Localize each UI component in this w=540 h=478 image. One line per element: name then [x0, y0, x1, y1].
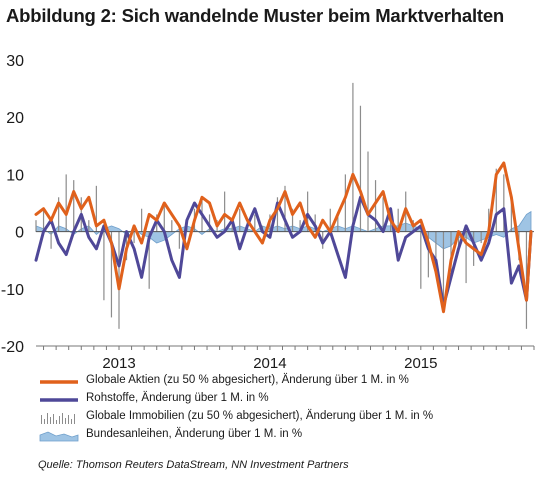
x-tick-label: 2014 — [253, 355, 286, 370]
bar-immobilien — [495, 168, 497, 232]
legend-swatch-bundesanleihen — [39, 431, 79, 442]
bar-immobilien — [42, 208, 45, 232]
legend-swatch-immobilien — [41, 413, 75, 424]
bar-immobilien — [208, 214, 211, 232]
legend-bar-mark — [47, 413, 48, 424]
source-note: Quelle: Thomson Reuters DataStream, NN I… — [38, 459, 349, 471]
y-tick-label: 30 — [6, 53, 24, 70]
bar-immobilien — [367, 151, 369, 232]
bar-immobilien — [427, 231, 429, 278]
legend-label-rohstoffe: Rohstoffe, Änderung über 1 M. in % — [86, 392, 269, 404]
chart-title: Abbildung 2: Sich wandelnde Muster beim … — [6, 5, 505, 26]
legend-bar-mark — [74, 414, 75, 424]
bar-immobilien — [50, 231, 52, 249]
y-tick-label: -10 — [1, 282, 24, 299]
bar-immobilien — [457, 231, 460, 249]
bar-immobilien — [58, 197, 60, 232]
bar-immobilien — [95, 185, 97, 232]
bar-immobilien — [299, 220, 301, 232]
bar-immobilien — [397, 208, 399, 232]
chart-plot: 30 20 10 0 -10 -20 2013 2014 2015 — [1, 53, 535, 370]
y-tick-label: 0 — [15, 225, 24, 242]
x-tick-label: 2013 — [102, 355, 135, 370]
bar-immobilien — [420, 231, 422, 289]
legend-bar-mark — [56, 420, 57, 424]
legend-label-immobilien: Globale Immobilien (zu 50 % abgesichert)… — [86, 410, 434, 422]
bar-immobilien — [359, 105, 362, 232]
bar-immobilien — [503, 174, 505, 232]
bar-immobilien — [382, 197, 384, 232]
bar-immobilien — [352, 82, 354, 232]
bar-immobilien — [254, 214, 256, 232]
y-tick-label: 20 — [6, 110, 24, 127]
bar-layer-immobilien — [35, 82, 532, 329]
bar-immobilien — [344, 174, 346, 232]
x-axis-ticks: 2013 2014 2015 — [43, 346, 535, 370]
bar-immobilien — [450, 231, 452, 272]
legend-bar-mark — [44, 419, 45, 424]
legend-bar-mark — [68, 415, 69, 424]
bar-immobilien — [141, 208, 143, 232]
legend-swatch-aktien — [40, 380, 78, 384]
legend-bar-mark — [53, 414, 54, 424]
bar-immobilien — [171, 220, 173, 232]
bar-immobilien — [133, 231, 135, 244]
series-line-aktien — [34, 161, 533, 314]
bar-immobilien — [314, 214, 316, 232]
legend-bar-mark — [65, 418, 66, 424]
bar-immobilien — [276, 197, 279, 232]
bar-immobilien — [284, 185, 286, 232]
line-layer — [34, 161, 533, 314]
bar-immobilien — [435, 231, 437, 261]
legend-label-aktien: Globale Aktien (zu 50 % abgesichert), Än… — [86, 374, 409, 386]
legend-bar-mark — [62, 413, 63, 424]
bar-immobilien — [35, 220, 37, 232]
bar-immobilien — [73, 180, 75, 232]
bar-immobilien — [239, 208, 241, 232]
bar-immobilien — [510, 197, 512, 232]
legend-bar-mark — [50, 417, 51, 424]
legend-bar-mark — [41, 415, 42, 424]
bar-immobilien — [480, 231, 482, 244]
bar-immobilien — [110, 231, 113, 318]
bar-immobilien — [329, 208, 331, 232]
bar-immobilien — [178, 231, 180, 249]
bar-immobilien — [88, 220, 90, 232]
x-tick-label: 2015 — [404, 355, 437, 370]
series-line-rohstoffe — [34, 195, 533, 308]
bar-immobilien — [390, 214, 392, 232]
bar-immobilien — [224, 191, 226, 232]
legend-bar-mark — [59, 416, 60, 424]
legend-bar-mark — [71, 419, 72, 424]
bar-immobilien — [148, 231, 150, 289]
y-tick-label: 10 — [6, 167, 24, 184]
bar-immobilien — [65, 174, 67, 232]
bar-immobilien — [337, 214, 339, 232]
legend-swatch-rohstoffe — [40, 398, 78, 402]
bar-immobilien — [291, 208, 294, 232]
y-axis-ticks: 30 20 10 0 -10 -20 — [1, 53, 24, 356]
bar-immobilien — [374, 180, 377, 232]
bar-immobilien — [442, 231, 445, 306]
y-tick-label: -20 — [1, 339, 24, 356]
bar-immobilien — [465, 231, 467, 284]
bar-immobilien — [307, 191, 309, 232]
legend-label-bundesanleihen: Bundesanleihen, Änderung über 1 M. in % — [86, 428, 303, 440]
bar-immobilien — [103, 231, 105, 301]
bar-immobilien — [163, 203, 165, 232]
